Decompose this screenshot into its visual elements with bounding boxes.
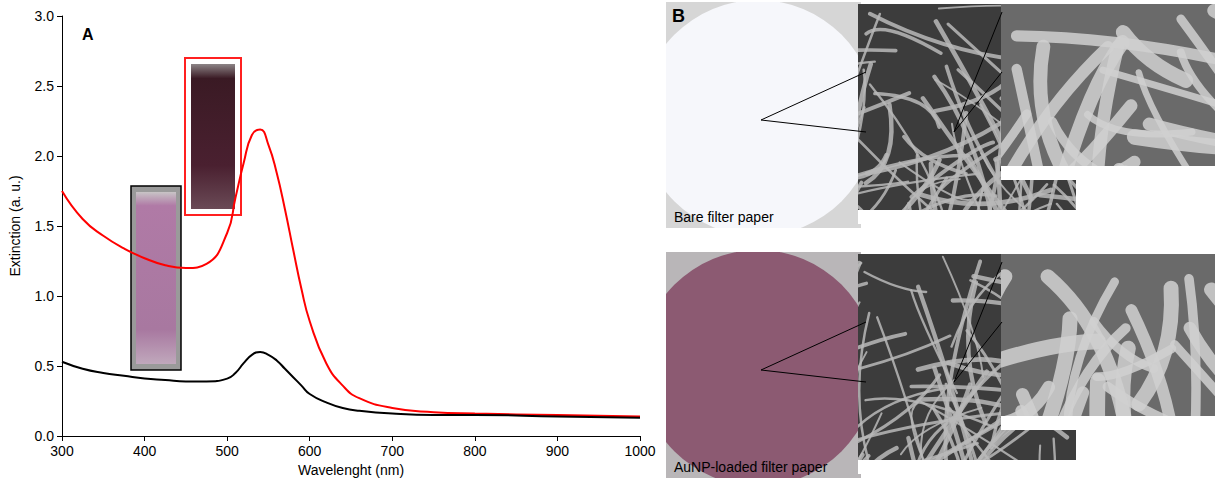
svg-text:B: B <box>672 6 685 26</box>
svg-text:1.5: 1.5 <box>35 218 55 234</box>
svg-text:Bare filter paper: Bare filter paper <box>674 209 774 225</box>
svg-text:AuNP-loaded filter paper: AuNP-loaded filter paper <box>674 459 828 475</box>
svg-text:3.0: 3.0 <box>35 8 55 24</box>
svg-text:Wavelenght (nm): Wavelenght (nm) <box>298 462 404 478</box>
svg-text:800: 800 <box>463 443 487 459</box>
svg-text:900: 900 <box>546 443 570 459</box>
svg-text:0.5: 0.5 <box>35 358 55 374</box>
svg-text:2.5: 2.5 <box>35 78 55 94</box>
svg-text:A: A <box>82 26 94 43</box>
svg-text:700: 700 <box>381 443 405 459</box>
svg-text:300: 300 <box>50 443 74 459</box>
svg-text:400: 400 <box>133 443 157 459</box>
svg-text:500: 500 <box>215 443 239 459</box>
svg-text:2.0: 2.0 <box>35 148 55 164</box>
svg-text:600: 600 <box>298 443 322 459</box>
svg-text:1.0: 1.0 <box>35 288 55 304</box>
svg-text:Extinction (a. u.): Extinction (a. u.) <box>7 175 23 276</box>
svg-text:1000: 1000 <box>624 443 655 459</box>
svg-text:0.0: 0.0 <box>35 428 55 444</box>
